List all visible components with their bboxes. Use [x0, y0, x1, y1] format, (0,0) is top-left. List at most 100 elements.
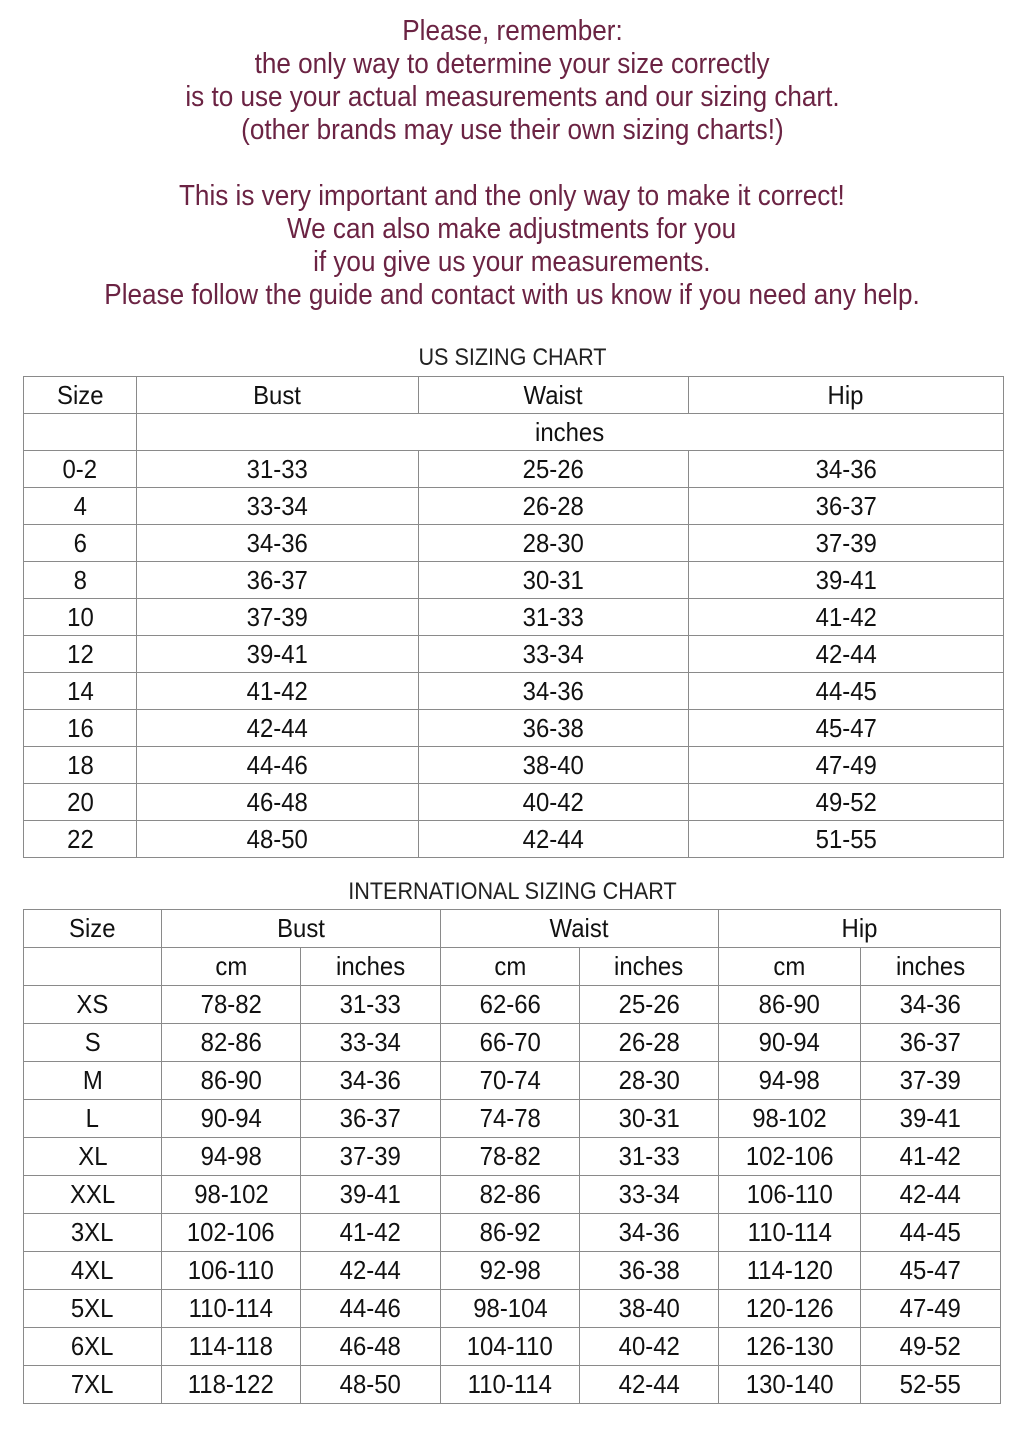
intro-line-text: if you give us your measurements. [313, 246, 711, 278]
us-sizing-table: Size Bust Waist Hip inches 0-2 31-33 25-26 34-36… [23, 376, 1004, 858]
table-row: 12 39-41 33-34 42-44 [23, 635, 1004, 673]
size-cell-text: XS [76, 989, 109, 1019]
measurement-cell-text: 34-36 [815, 453, 877, 484]
measurement-cell: 110-114 [718, 1213, 862, 1252]
table-row: 6XL 114-118 46-48 104-110 40-42 126-130 49-52 [23, 1327, 1002, 1366]
table-row: 6 34-36 28-30 37-39 [23, 524, 1004, 562]
intro-line: This is very important and the only way … [0, 180, 1024, 213]
measurement-cell-text: 66-70 [479, 1027, 541, 1057]
size-cell: 22 [23, 820, 137, 858]
measurement-cell: 102-106 [718, 1137, 862, 1176]
intro-line-text: is to use your actual measurements and o… [184, 81, 840, 113]
intro-message: Please, remember: the only way to determi… [0, 15, 1024, 312]
measurement-cell-text: 120-126 [745, 1293, 834, 1323]
measurement-cell: 46-48 [136, 783, 419, 821]
size-cell: XL [23, 1137, 162, 1176]
header-row: Size Bust Waist Hip [23, 376, 1004, 414]
measurement-cell: 36-37 [300, 1099, 441, 1138]
measurement-cell-text: 48-50 [246, 823, 309, 854]
measurement-cell-text: 90-94 [200, 1103, 262, 1133]
table-row: 0-2 31-33 25-26 34-36 [23, 450, 1004, 488]
measurement-cell: 25-26 [578, 985, 720, 1024]
measurement-cell-text: 47-49 [815, 749, 877, 780]
size-cell: 7XL [23, 1365, 162, 1404]
measurement-cell: 48-50 [300, 1365, 441, 1404]
measurement-cell-text: 106-110 [746, 1179, 833, 1209]
size-cell: 0-2 [23, 450, 137, 488]
measurement-cell: 39-41 [688, 561, 1004, 599]
size-cell: 4 [23, 487, 137, 525]
measurement-cell: 86-90 [161, 1061, 301, 1100]
size-cell-text: XL [77, 1141, 108, 1171]
measurement-cell-text: 33-34 [339, 1027, 402, 1057]
measurement-cell-text: 34-36 [618, 1217, 680, 1247]
intro-line: (other brands may use their own sizing c… [0, 114, 1024, 147]
measurement-cell: 25-26 [418, 450, 689, 488]
size-cell: 6XL [23, 1327, 162, 1366]
measurement-cell: 40-42 [418, 783, 689, 821]
measurement-cell: 86-92 [440, 1213, 580, 1252]
measurement-cell-text: 98-104 [472, 1293, 548, 1323]
unit-label: inches [860, 947, 1002, 986]
measurement-cell-text: 40-42 [522, 786, 585, 817]
table-row: L 90-94 36-37 74-78 30-31 98-102 39-41 [23, 1099, 1002, 1138]
measurement-cell: 48-50 [136, 820, 419, 858]
intro-line-text: Please follow the guide and contact with… [104, 279, 920, 311]
unit-label: inches [136, 413, 1004, 451]
table-row: 22 48-50 42-44 51-55 [23, 820, 1004, 858]
table-row: 5XL 110-114 44-46 98-104 38-40 120-126 47-49 [23, 1289, 1002, 1328]
size-cell: 3XL [23, 1213, 162, 1252]
measurement-cell-text: 39-41 [246, 638, 309, 669]
measurement-cell-text: 31-33 [618, 1141, 680, 1171]
measurement-cell: 28-30 [578, 1061, 720, 1100]
size-cell: 6 [23, 524, 137, 562]
measurement-cell: 37-39 [136, 598, 419, 636]
table-row: 4 33-34 26-28 36-37 [23, 487, 1004, 525]
measurement-cell: 31-33 [136, 450, 419, 488]
table-row: 7XL 118-122 48-50 110-114 42-44 130-140 52-55 [23, 1365, 1002, 1404]
measurement-cell-text: 42-44 [899, 1179, 962, 1209]
table-row: 14 41-42 34-36 44-45 [23, 672, 1004, 710]
table-row: S 82-86 33-34 66-70 26-28 90-94 36-37 [23, 1023, 1002, 1062]
measurement-cell: 34-36 [860, 985, 1002, 1024]
intl-chart-title-text: INTERNATIONAL SIZING CHART [347, 878, 677, 905]
measurement-cell: 44-45 [688, 672, 1004, 710]
size-cell: S [23, 1023, 162, 1062]
measurement-cell: 37-39 [300, 1137, 441, 1176]
measurement-cell: 39-41 [300, 1175, 441, 1214]
measurement-cell: 98-102 [718, 1099, 862, 1138]
measurement-cell: 94-98 [161, 1137, 301, 1176]
measurement-cell: 82-86 [440, 1175, 580, 1214]
table-row: 4XL 106-110 42-44 92-98 36-38 114-120 45-47 [23, 1251, 1002, 1290]
unit-label-text: inches [895, 951, 966, 981]
intl-chart-title: INTERNATIONAL SIZING CHART [0, 877, 1024, 907]
measurement-cell: 126-130 [718, 1327, 862, 1366]
measurement-cell: 51-55 [688, 820, 1004, 858]
table-row: 20 46-48 40-42 49-52 [23, 783, 1004, 821]
measurement-cell-text: 31-33 [246, 453, 309, 484]
table-row: 10 37-39 31-33 41-42 [23, 598, 1004, 636]
measurement-cell-text: 38-40 [522, 749, 585, 780]
measurement-cell-text: 31-33 [339, 989, 402, 1019]
measurement-cell: 44-45 [860, 1213, 1002, 1252]
measurement-cell: 34-36 [578, 1213, 720, 1252]
measurement-cell-text: 36-38 [618, 1255, 680, 1285]
measurement-cell-text: 45-47 [815, 712, 877, 743]
header-row: Size Bust Waist Hip [23, 909, 1002, 948]
size-cell-text: 22 [66, 823, 94, 854]
measurement-cell-text: 33-34 [246, 490, 309, 521]
measurement-cell: 90-94 [718, 1023, 862, 1062]
measurement-cell-text: 42-44 [815, 638, 877, 669]
measurement-cell: 46-48 [300, 1327, 441, 1366]
measurement-cell-text: 37-39 [815, 527, 877, 558]
measurement-cell-text: 36-37 [899, 1027, 962, 1057]
measurement-cell-text: 36-37 [339, 1103, 402, 1133]
size-cell: 18 [23, 746, 137, 784]
size-cell-text: 18 [66, 749, 94, 780]
measurement-cell-text: 28-30 [618, 1065, 680, 1095]
measurement-cell-text: 74-78 [479, 1103, 541, 1133]
measurement-cell-text: 44-45 [899, 1217, 962, 1247]
measurement-cell-text: 37-39 [246, 601, 309, 632]
measurement-cell-text: 42-44 [339, 1255, 402, 1285]
measurement-cell-text: 70-74 [479, 1065, 541, 1095]
